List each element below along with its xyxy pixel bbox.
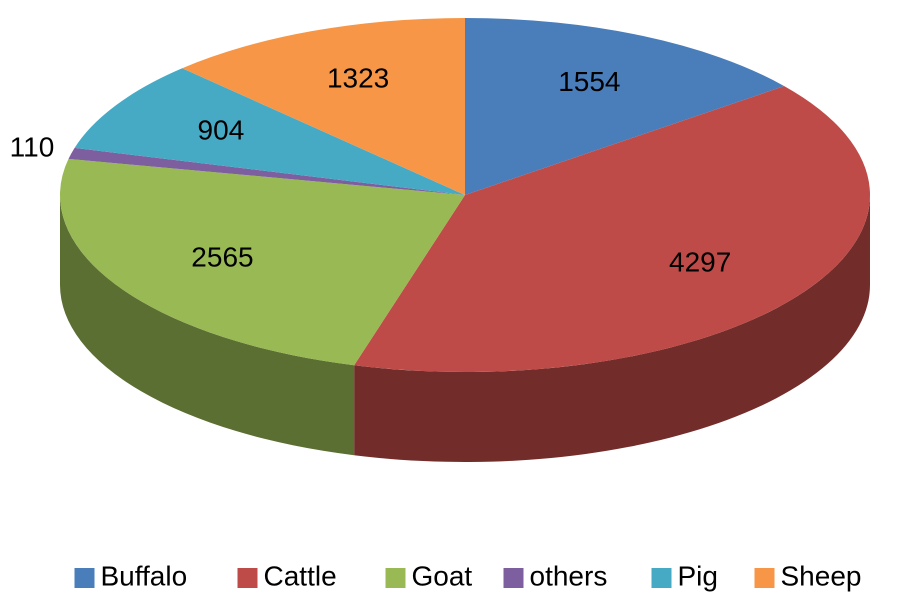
- legend-label: Goat: [412, 560, 473, 591]
- legend-label: Cattle: [264, 560, 337, 591]
- data-label: 4297: [669, 247, 731, 278]
- legend-swatch: [754, 568, 775, 588]
- legend-swatch: [651, 568, 672, 588]
- data-label: 1323: [327, 63, 389, 94]
- data-label: 904: [198, 114, 245, 145]
- pie-slice: [68, 147, 465, 195]
- pie-slice: [465, 18, 785, 195]
- pie-side: [60, 195, 355, 456]
- data-label: 110: [10, 132, 55, 163]
- pie-slice: [354, 86, 870, 372]
- legend-swatch: [503, 568, 524, 588]
- pie-slice: [60, 158, 466, 366]
- pie-side: [354, 195, 871, 463]
- legend-label: Sheep: [781, 560, 862, 591]
- legend-label: Pig: [678, 560, 718, 591]
- legend-swatch: [237, 568, 258, 588]
- legend-label: Buffalo: [101, 560, 188, 591]
- data-label: 1554: [558, 66, 620, 97]
- data-label: 2565: [191, 242, 253, 273]
- legend-swatch: [385, 568, 406, 588]
- legend-label: others: [530, 560, 608, 591]
- legend-swatch: [74, 568, 95, 588]
- pie-slice: [74, 68, 466, 195]
- pie-slice: [182, 18, 465, 195]
